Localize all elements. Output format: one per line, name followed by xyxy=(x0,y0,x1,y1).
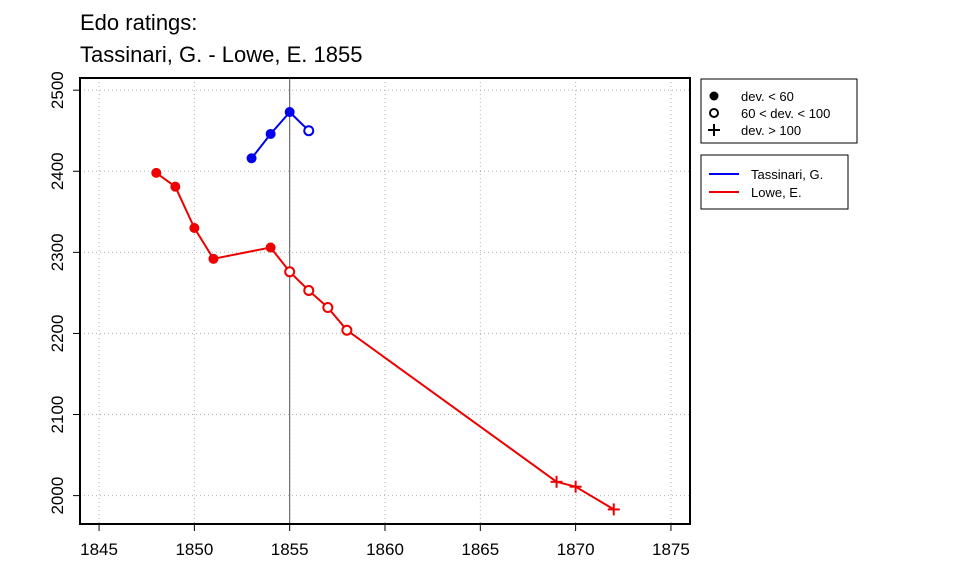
marker-legend: dev. < 60 60 < dev. < 100 dev. > 100 xyxy=(700,78,858,144)
x-axis: 1845 1850 1855 1860 1865 1870 1875 xyxy=(80,524,690,559)
data-point-plus xyxy=(569,480,582,493)
series-legend: Tassinari, G. Lowe, E. xyxy=(700,154,849,210)
data-point-filled xyxy=(265,128,276,139)
data-point-filled xyxy=(284,107,295,118)
x-tick-label: 1855 xyxy=(271,540,309,559)
data-point-filled xyxy=(170,181,181,192)
x-tick-label: 1865 xyxy=(461,540,499,559)
data-point-filled xyxy=(208,253,219,264)
data-point-filled xyxy=(246,153,257,164)
plot-frame xyxy=(79,77,691,525)
x-tick-label: 1860 xyxy=(366,540,404,559)
data-point-plus xyxy=(550,475,563,488)
chart-title: Edo ratings: Tassinari, G. - Lowe, E. 18… xyxy=(80,10,362,67)
open-circle-icon xyxy=(709,108,719,118)
y-axis: 2000 2100 2200 2300 2400 2500 xyxy=(48,71,80,515)
series-legend-box xyxy=(700,154,849,210)
y-tick-label: 2000 xyxy=(48,477,67,515)
series-line xyxy=(250,111,310,159)
series-layer xyxy=(151,107,620,516)
series-legend-label-lowe: Lowe, E. xyxy=(751,185,802,200)
y-tick-label: 2100 xyxy=(48,396,67,434)
marker-legend-box xyxy=(700,78,858,144)
series-1 xyxy=(151,167,620,516)
filled-circle-icon xyxy=(709,91,719,101)
series-0 xyxy=(246,107,315,164)
data-point-filled xyxy=(265,242,276,253)
marker-legend-label-2: 60 < dev. < 100 xyxy=(741,106,830,121)
data-point-open xyxy=(322,301,334,313)
title-line-1: Edo ratings: xyxy=(80,10,197,35)
x-tick-label: 1870 xyxy=(557,540,595,559)
title-line-2: Tassinari, G. - Lowe, E. 1855 xyxy=(80,42,362,67)
y-tick-label: 2200 xyxy=(48,315,67,353)
x-tick-label: 1845 xyxy=(80,540,118,559)
data-point-open xyxy=(284,266,296,278)
data-point-open xyxy=(341,324,353,336)
data-point-filled xyxy=(189,223,200,234)
data-point-filled xyxy=(151,167,162,178)
grid xyxy=(80,78,690,524)
y-tick-label: 2500 xyxy=(48,71,67,109)
data-point-open xyxy=(303,284,315,296)
x-tick-label: 1850 xyxy=(175,540,213,559)
plus-icon xyxy=(708,124,720,136)
marker-legend-label-3: dev. > 100 xyxy=(741,123,801,138)
data-point-open xyxy=(303,125,315,137)
series-legend-label-tassinari: Tassinari, G. xyxy=(751,167,823,182)
marker-legend-label-1: dev. < 60 xyxy=(741,89,794,104)
y-tick-label: 2400 xyxy=(48,152,67,190)
data-point-plus xyxy=(607,503,620,516)
x-tick-label: 1875 xyxy=(652,540,690,559)
y-tick-label: 2300 xyxy=(48,233,67,271)
